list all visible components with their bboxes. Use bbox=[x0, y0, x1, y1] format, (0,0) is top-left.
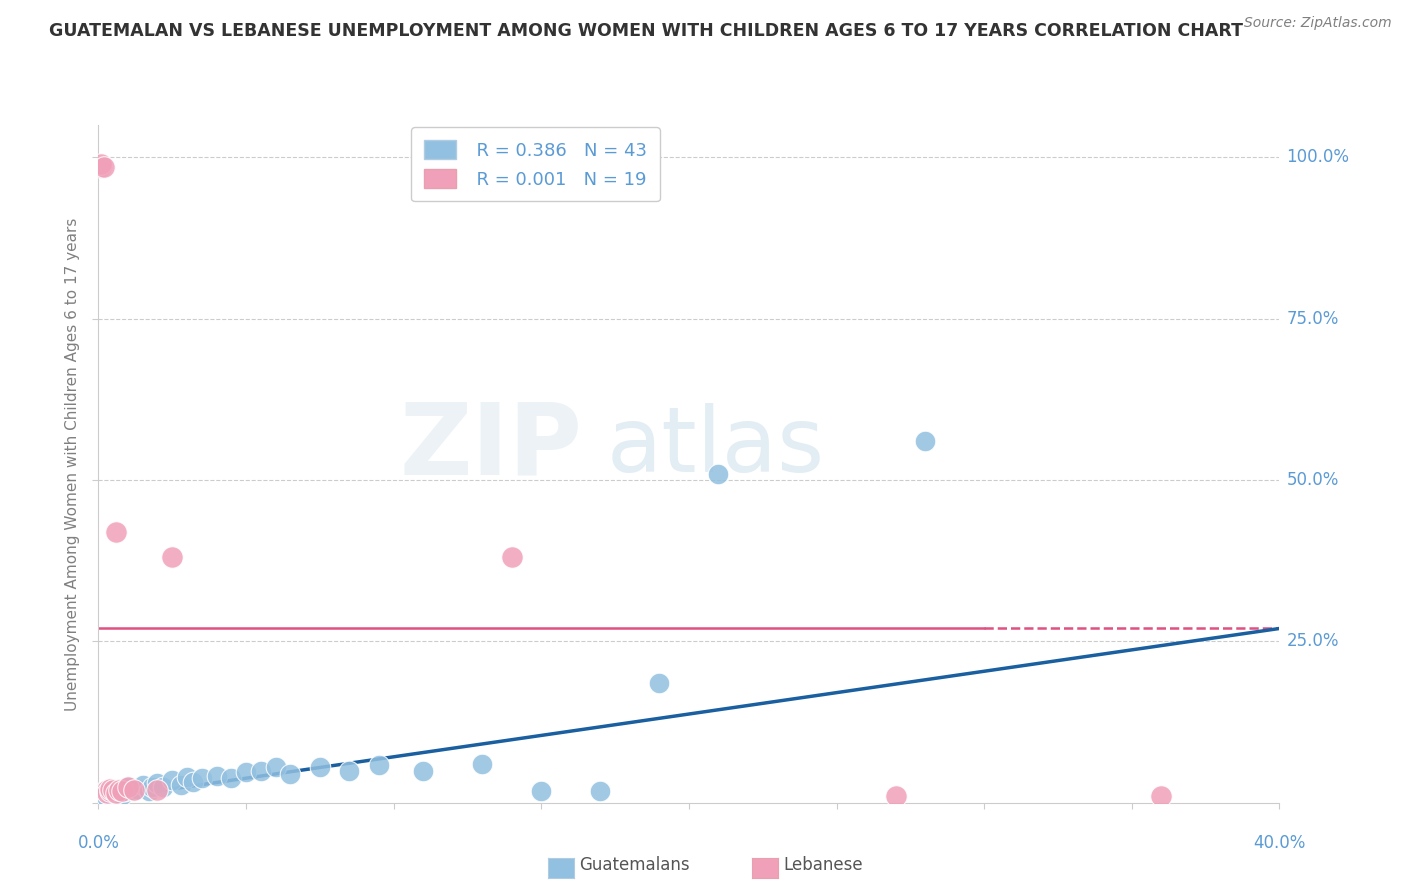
Point bbox=[219, 771, 242, 785]
Point bbox=[471, 757, 494, 772]
Point bbox=[98, 781, 121, 796]
Text: Source: ZipAtlas.com: Source: ZipAtlas.com bbox=[1244, 16, 1392, 30]
Point bbox=[337, 764, 360, 778]
Point bbox=[103, 783, 125, 797]
Point bbox=[90, 786, 112, 800]
Text: Lebanese: Lebanese bbox=[783, 856, 863, 874]
Point bbox=[114, 784, 136, 798]
Point bbox=[176, 770, 198, 784]
Text: 40.0%: 40.0% bbox=[1253, 834, 1306, 852]
Point bbox=[90, 156, 112, 170]
Point bbox=[98, 784, 121, 798]
Text: 50.0%: 50.0% bbox=[1286, 471, 1339, 489]
Text: ZIP: ZIP bbox=[399, 399, 582, 495]
Point bbox=[93, 788, 115, 802]
Y-axis label: Unemployment Among Women with Children Ages 6 to 17 years: Unemployment Among Women with Children A… bbox=[65, 217, 80, 711]
Point bbox=[105, 786, 128, 800]
Point bbox=[152, 780, 174, 794]
Point bbox=[117, 780, 139, 794]
Point bbox=[309, 760, 332, 774]
Point bbox=[914, 434, 936, 449]
Legend:   R = 0.386   N = 43,   R = 0.001   N = 19: R = 0.386 N = 43, R = 0.001 N = 19 bbox=[411, 128, 659, 202]
Point bbox=[648, 676, 671, 690]
Point bbox=[205, 769, 228, 783]
Point bbox=[117, 780, 139, 794]
Point bbox=[90, 789, 112, 804]
Point bbox=[98, 784, 121, 798]
Point bbox=[368, 758, 391, 772]
Point bbox=[108, 783, 131, 797]
Point bbox=[707, 467, 730, 481]
Point bbox=[96, 790, 118, 805]
Point bbox=[93, 160, 115, 174]
Point bbox=[589, 784, 612, 798]
Point bbox=[111, 784, 134, 798]
Point bbox=[103, 789, 125, 804]
Point bbox=[103, 783, 125, 797]
Point bbox=[530, 784, 553, 798]
Point bbox=[122, 783, 145, 797]
Point bbox=[122, 783, 145, 797]
Point bbox=[264, 760, 287, 774]
Point bbox=[111, 788, 134, 802]
Point bbox=[90, 160, 112, 174]
Text: 100.0%: 100.0% bbox=[1286, 148, 1350, 166]
Text: atlas: atlas bbox=[606, 403, 824, 491]
Point bbox=[250, 764, 273, 778]
Point bbox=[141, 780, 163, 794]
Point bbox=[884, 789, 907, 804]
Point bbox=[108, 781, 131, 796]
Point bbox=[98, 788, 121, 802]
Point bbox=[181, 775, 204, 789]
Point bbox=[132, 778, 155, 792]
Point bbox=[1150, 789, 1173, 804]
Point bbox=[501, 550, 523, 565]
Point bbox=[412, 764, 434, 778]
Text: 75.0%: 75.0% bbox=[1286, 310, 1339, 327]
Point bbox=[105, 524, 128, 539]
Point bbox=[191, 771, 214, 785]
Point bbox=[146, 783, 169, 797]
Point bbox=[278, 766, 302, 780]
Point bbox=[96, 783, 118, 797]
Text: Guatemalans: Guatemalans bbox=[579, 856, 690, 874]
Point bbox=[162, 773, 183, 788]
Text: 0.0%: 0.0% bbox=[77, 834, 120, 852]
Point bbox=[170, 778, 193, 792]
Point bbox=[96, 786, 118, 800]
Text: GUATEMALAN VS LEBANESE UNEMPLOYMENT AMONG WOMEN WITH CHILDREN AGES 6 TO 17 YEARS: GUATEMALAN VS LEBANESE UNEMPLOYMENT AMON… bbox=[49, 22, 1243, 40]
Point bbox=[105, 786, 128, 800]
Text: 25.0%: 25.0% bbox=[1286, 632, 1339, 650]
Point bbox=[125, 781, 148, 796]
Point bbox=[162, 550, 183, 565]
Point bbox=[146, 776, 169, 790]
Point bbox=[235, 764, 257, 779]
Point bbox=[96, 786, 118, 800]
Point bbox=[93, 784, 115, 798]
Point bbox=[138, 784, 160, 798]
